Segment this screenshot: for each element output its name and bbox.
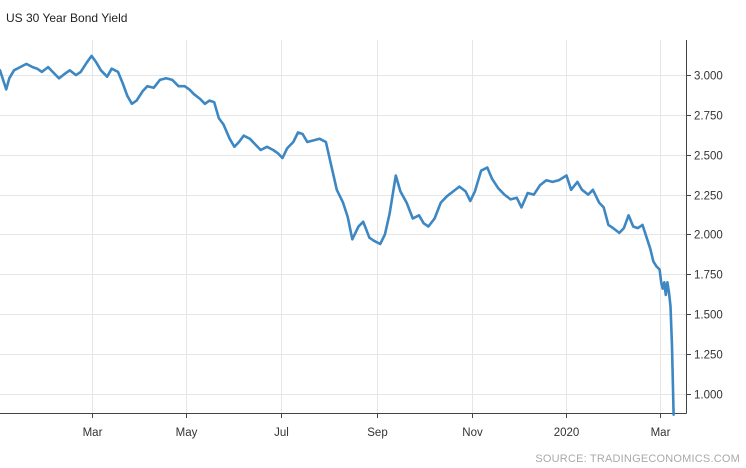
series-line [0, 54, 675, 416]
y-tick-label: 2.000 [694, 230, 723, 242]
x-tick-label: Nov [462, 427, 483, 439]
y-tick-label: 3.000 [694, 71, 723, 83]
y-tick-label: 1.500 [694, 310, 723, 322]
y-tick-label: 2.250 [694, 191, 723, 203]
chart-title: US 30 Year Bond Yield [6, 11, 128, 25]
axes [0, 40, 691, 418]
y-tick-label: 1.750 [694, 270, 723, 282]
y-tick-label: 2.500 [694, 151, 723, 163]
x-tick-label: Sep [367, 427, 387, 439]
gridlines [0, 40, 686, 413]
y-axis-ticks: 3.000 2.750 2.500 2.250 2.000 1.750 1.500 1.250… [694, 71, 723, 402]
x-tick-label: May [176, 427, 198, 439]
series-layer [0, 54, 675, 416]
source-note: SOURCE: TRADINGECONOMICS.COM [535, 453, 740, 465]
y-tick-label: 1.250 [694, 350, 723, 362]
x-tick-label: Mar [651, 427, 671, 439]
x-axis-ticks: Mar May Jul Sep Nov 2020 Mar [83, 427, 671, 439]
x-tick-label: Mar [83, 427, 103, 439]
x-tick-label: Jul [274, 427, 289, 439]
y-tick-label: 2.750 [694, 111, 723, 123]
x-tick-label: 2020 [554, 427, 580, 439]
y-tick-label: 1.000 [694, 390, 723, 402]
